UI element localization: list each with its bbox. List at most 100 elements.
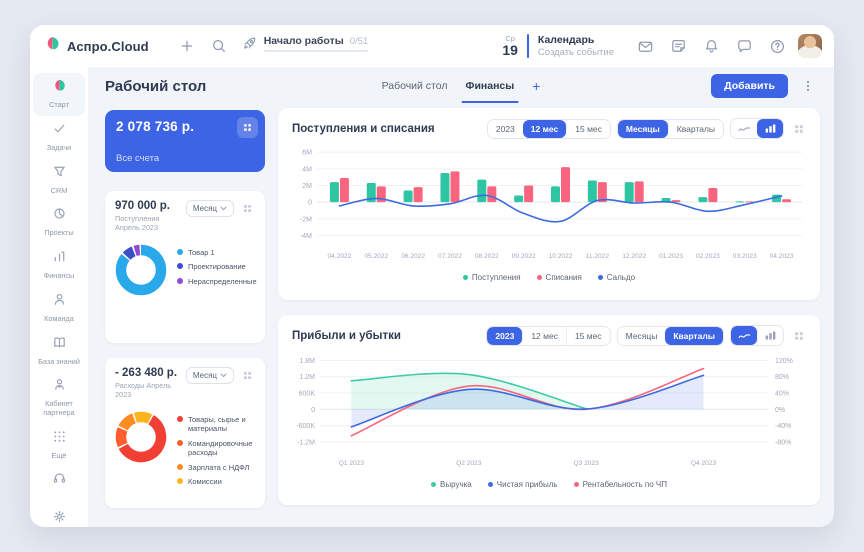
drag-grid-icon <box>243 371 251 379</box>
period-12m-button[interactable]: 12 мес <box>522 119 567 138</box>
support-button[interactable] <box>47 467 71 491</box>
user-avatar[interactable] <box>798 34 822 58</box>
granularity-button-group: Месяцы Кварталы <box>616 118 724 139</box>
tab-finance[interactable]: Финансы <box>461 67 518 105</box>
period-2023-button[interactable]: 2023 <box>487 119 523 138</box>
pnl-panel-title: Прибыли и убытки <box>292 329 401 342</box>
svg-text:0: 0 <box>308 200 312 207</box>
sidebar-item-team[interactable]: Команда <box>33 287 85 330</box>
line-chart-toggle[interactable] <box>731 119 757 138</box>
settings-gear-icon <box>53 511 65 522</box>
expense-period-select[interactable]: Месяц <box>185 367 234 384</box>
legend-item[interactable]: Поступления <box>462 273 521 282</box>
calendar-divider <box>526 34 529 58</box>
sidebar-item-more[interactable]: Ещё <box>33 424 85 467</box>
period-15m-button[interactable]: 15 мес <box>566 119 610 138</box>
sidebar-item-finance[interactable]: Финансы <box>33 244 85 287</box>
legend-item[interactable]: Выручка <box>431 480 472 489</box>
accounts-total-amount: 2 078 736 р. <box>116 119 195 134</box>
svg-text:-600K: -600K <box>296 423 315 430</box>
notifications-button[interactable] <box>699 34 723 58</box>
cashflow-panel-drag-handle[interactable] <box>790 120 808 138</box>
svg-text:11.2022: 11.2022 <box>586 253 610 260</box>
notes-button[interactable] <box>666 34 690 58</box>
sidebar-item-start[interactable]: Старт <box>33 73 85 116</box>
bar-chart-icon <box>765 331 776 340</box>
period-15m-button[interactable]: 15 мес <box>565 326 610 345</box>
period-12m-button[interactable]: 12 мес <box>522 326 566 345</box>
svg-text:80%: 80% <box>775 374 789 381</box>
svg-text:40%: 40% <box>775 391 789 398</box>
svg-text:-80%: -80% <box>775 439 791 446</box>
sidebar-item-projects[interactable]: Проекты <box>33 201 85 244</box>
date-widget[interactable]: Ср 19 <box>502 35 518 58</box>
period-2023-button[interactable]: 2023 <box>487 326 523 345</box>
sidebar-item-partner[interactable]: Кабинет партнера <box>33 372 85 424</box>
pnl-panel-drag-handle[interactable] <box>790 327 808 345</box>
sidebar-item-crm[interactable]: CRM <box>33 159 85 202</box>
date-weekday: Ср <box>505 33 515 43</box>
bar-chart-toggle[interactable] <box>757 326 783 345</box>
dashboard-tabs: Рабочий стол Финансы + <box>381 67 541 105</box>
brand[interactable]: Аспро.Cloud <box>44 35 149 57</box>
onboarding-count: 0/51 <box>349 36 369 47</box>
all-accounts-link[interactable]: Все счета <box>116 153 160 164</box>
granularity-months-button[interactable]: Месяцы <box>617 326 666 345</box>
svg-text:-2M: -2M <box>300 216 312 223</box>
search-button[interactable] <box>207 34 231 58</box>
calendar-title: Календарь <box>537 33 595 46</box>
granularity-button-group: Месяцы Кварталы <box>616 325 724 346</box>
legend-item: Нераспределенные <box>177 277 257 286</box>
expense-card-drag-handle[interactable] <box>239 367 255 383</box>
mail-icon <box>638 41 652 52</box>
team-person-icon <box>52 292 67 312</box>
svg-text:06.2022: 06.2022 <box>401 253 425 260</box>
accounts-card-drag-handle[interactable] <box>237 117 258 138</box>
expense-subtitle: Расходы Апрель 2023 <box>115 381 172 399</box>
mail-button[interactable] <box>633 34 657 58</box>
income-donut-chart <box>115 244 167 296</box>
onboarding-progress[interactable]: Начало работы 0/51 <box>241 35 368 57</box>
expense-donut-chart <box>115 411 167 463</box>
granularity-months-button[interactable]: Месяцы <box>617 119 668 138</box>
legend-item[interactable]: Сальдо <box>597 273 635 282</box>
income-card-drag-handle[interactable] <box>239 200 255 216</box>
onboarding-progressbar <box>263 50 368 52</box>
svg-text:09.2022: 09.2022 <box>512 253 536 260</box>
tab-dashboard[interactable]: Рабочий стол <box>381 80 448 92</box>
quick-create-button[interactable] <box>175 34 199 58</box>
svg-text:10.2022: 10.2022 <box>549 253 573 260</box>
calendar-widget[interactable]: Календарь Создать событие <box>538 34 614 59</box>
page-menu-button[interactable] <box>796 74 820 98</box>
svg-text:02.2023: 02.2023 <box>696 253 720 260</box>
income-period-select[interactable]: Месяц <box>185 200 234 217</box>
drag-grid-icon <box>243 123 252 132</box>
income-subtitle: Поступления Апрель 2023 <box>115 214 160 232</box>
settings-button[interactable] <box>47 505 71 528</box>
add-tab-button[interactable]: + <box>532 78 541 94</box>
messages-button[interactable] <box>732 34 756 58</box>
search-icon <box>212 40 225 52</box>
granularity-quarters-button[interactable]: Кварталы <box>665 326 723 345</box>
svg-text:04.2022: 04.2022 <box>328 253 352 260</box>
bar-chart-toggle[interactable] <box>757 119 783 138</box>
page-title: Рабочий стол <box>105 77 207 95</box>
tasks-check-icon <box>52 121 67 141</box>
legend-item[interactable]: Рентабельность по ЧП <box>573 480 667 489</box>
topbar: Аспро.Cloud Начало работы 0/51 Ср 19 <box>30 25 834 67</box>
expense-amount: - 263 480 р. <box>115 367 178 379</box>
legend-item[interactable]: Списания <box>536 273 582 282</box>
svg-text:Q1 2023: Q1 2023 <box>339 460 365 467</box>
svg-text:01.2023: 01.2023 <box>659 253 683 260</box>
topbar-right: Ср 19 Календарь Создать событие <box>502 34 822 59</box>
line-chart-toggle[interactable] <box>731 326 757 345</box>
start-logo-icon <box>52 78 67 98</box>
legend-item[interactable]: Чистая прибыль <box>487 480 558 489</box>
help-button[interactable] <box>765 34 789 58</box>
svg-text:-40%: -40% <box>775 423 791 430</box>
sidebar-item-tasks[interactable]: Задачи <box>33 116 85 159</box>
add-widget-button[interactable]: Добавить <box>711 74 788 98</box>
sidebar-item-knowledge[interactable]: База знаний <box>33 330 85 373</box>
rocket-icon <box>241 35 258 57</box>
granularity-quarters-button[interactable]: Кварталы <box>667 119 723 138</box>
